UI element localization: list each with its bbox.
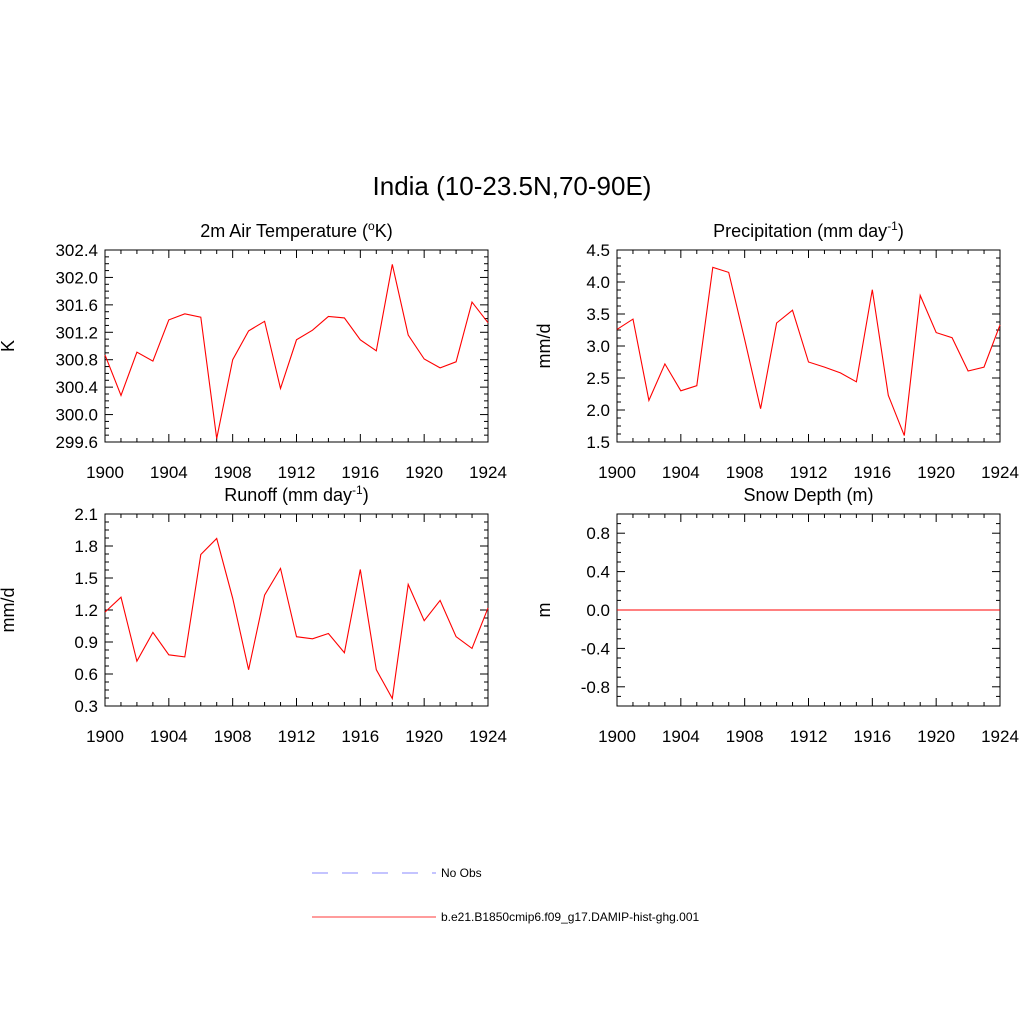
x-tick-label: 1916 [341, 727, 379, 746]
y-tick-label: -0.4 [581, 639, 610, 658]
x-tick-label: 1900 [598, 727, 636, 746]
y-tick-label: 1.8 [74, 537, 98, 556]
panel-precipitation: Precipitation (mm day-1) 1900 1904 1908 1912… [534, 219, 1019, 482]
y-tick-label: 301.6 [55, 296, 98, 315]
plot-frame [104, 513, 489, 707]
y-tick-label: 301.2 [55, 323, 98, 342]
panels: 2m Air Temperature (oK) 1900 1904 1908 1912 1… [0, 219, 1019, 746]
x-tick-label: 1904 [150, 727, 188, 746]
y-tick-label: 1.5 [586, 433, 610, 452]
y-axis-label: K [0, 340, 18, 352]
y-tick-label: 4.0 [586, 273, 610, 292]
y-tick-label: 2.1 [74, 505, 98, 524]
panel-title: Runoff (mm day-1) [224, 483, 368, 505]
x-tick-label: 1912 [790, 727, 828, 746]
x-tick-label: 1904 [662, 463, 700, 482]
x-tick-label: 1924 [469, 463, 507, 482]
y-tick-label: 0.3 [74, 697, 98, 716]
y-tick-label: 302.4 [55, 241, 98, 260]
legend-item: b.e21.B1850cmip6.f09_g17.DAMIP-hist-ghg.… [312, 910, 699, 924]
x-tick-label: 1900 [86, 727, 124, 746]
x-tick-label: 1916 [853, 463, 891, 482]
x-tick-label: 1912 [790, 463, 828, 482]
x-tick-label: 1924 [981, 727, 1019, 746]
legend-item: No Obs [312, 866, 482, 880]
y-tick-label: 3.0 [586, 337, 610, 356]
y-axis-label: m [534, 603, 554, 618]
y-tick-label: 0.0 [586, 601, 610, 620]
panel-title: 2m Air Temperature (oK) [200, 219, 392, 241]
panel-title: Precipitation (mm day-1) [713, 219, 904, 241]
x-tick-label: 1916 [341, 463, 379, 482]
y-tick-label: 300.8 [55, 351, 98, 370]
x-tick-label: 1920 [917, 727, 955, 746]
y-tick-label: 2.5 [586, 369, 610, 388]
legend-label: b.e21.B1850cmip6.f09_g17.DAMIP-hist-ghg.… [441, 910, 699, 924]
plot-frame [104, 249, 489, 443]
y-tick-label: 4.5 [586, 241, 610, 260]
x-tick-label: 1908 [214, 727, 252, 746]
y-axis-label: mm/d [0, 588, 18, 633]
y-tick-label: 1.5 [74, 569, 98, 588]
x-tick-label: 1920 [917, 463, 955, 482]
y-tick-label: 0.8 [586, 524, 610, 543]
x-tick-label: 1920 [405, 727, 443, 746]
y-tick-label: 1.2 [74, 601, 98, 620]
y-tick-label: 0.6 [74, 665, 98, 684]
panel-runoff: Runoff (mm day-1) 1900 1904 1908 1912 1916 192… [0, 483, 507, 746]
x-tick-label: 1904 [662, 727, 700, 746]
legend-label: No Obs [441, 866, 482, 880]
panel-snow-depth: Snow Depth (m) 1900 1904 1908 1912 1916 1920 19… [534, 485, 1019, 746]
x-tick-label: 1912 [278, 463, 316, 482]
legend: No Obs b.e21.B1850cmip6.f09_g17.DAMIP-his… [312, 866, 699, 924]
x-tick-label: 1924 [981, 463, 1019, 482]
y-tick-label: 299.6 [55, 433, 98, 452]
y-tick-label: 0.9 [74, 633, 98, 652]
x-tick-label: 1904 [150, 463, 188, 482]
y-tick-label: 302.0 [55, 268, 98, 287]
x-tick-label: 1912 [278, 727, 316, 746]
x-tick-label: 1920 [405, 463, 443, 482]
x-tick-label: 1900 [598, 463, 636, 482]
figure-title: India (10-23.5N,70-90E) [373, 171, 652, 201]
x-tick-label: 1908 [726, 727, 764, 746]
x-tick-label: 1900 [86, 463, 124, 482]
y-tick-label: 300.4 [55, 378, 98, 397]
y-tick-label: -0.8 [581, 678, 610, 697]
plot-frame [616, 249, 1001, 443]
series-line [616, 266, 1001, 436]
y-tick-label: 3.5 [586, 305, 610, 324]
x-tick-label: 1924 [469, 727, 507, 746]
y-tick-label: 0.4 [586, 563, 610, 582]
y-tick-label: 300.0 [55, 406, 98, 425]
x-tick-label: 1908 [214, 463, 252, 482]
panel-temperature: 2m Air Temperature (oK) 1900 1904 1908 1912 1… [0, 219, 507, 482]
panel-title: Snow Depth (m) [743, 485, 873, 505]
series-line [104, 264, 489, 439]
y-axis-label: mm/d [534, 324, 554, 369]
series-line [104, 537, 489, 701]
y-tick-label: 2.0 [586, 401, 610, 420]
x-tick-label: 1916 [853, 727, 891, 746]
x-tick-label: 1908 [726, 463, 764, 482]
